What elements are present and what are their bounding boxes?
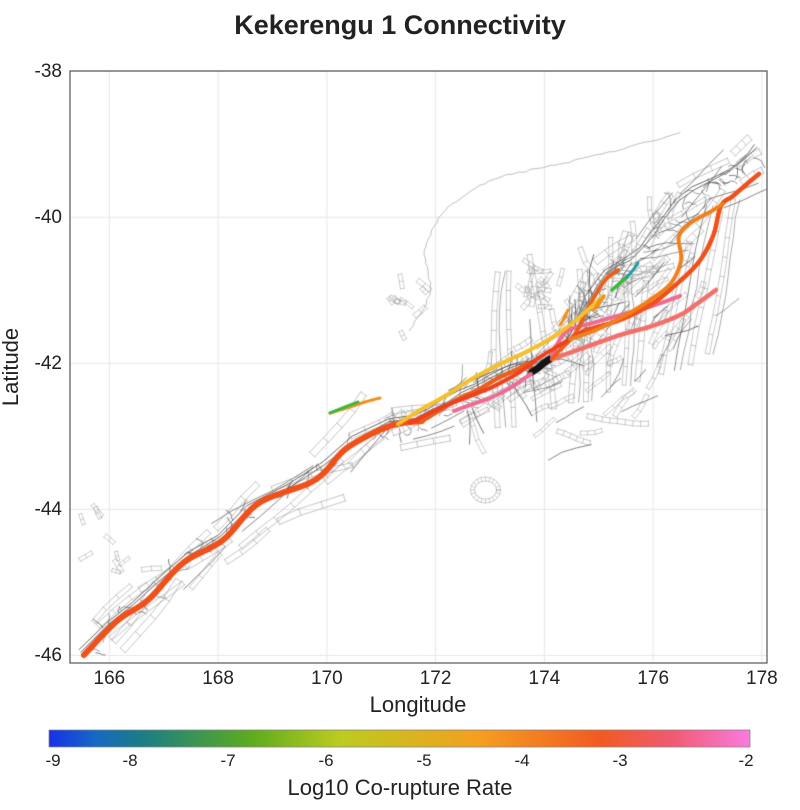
svg-text:Log10 Co-rupture Rate: Log10 Co-rupture Rate: [287, 775, 512, 800]
svg-text:-8: -8: [122, 751, 137, 770]
svg-text:-46: -46: [35, 645, 62, 666]
svg-text:-5: -5: [416, 751, 431, 770]
svg-text:Longitude: Longitude: [370, 692, 467, 717]
svg-text:168: 168: [202, 668, 234, 689]
svg-text:170: 170: [311, 668, 343, 689]
svg-text:-38: -38: [35, 61, 62, 82]
svg-text:-40: -40: [35, 207, 62, 228]
svg-text:174: 174: [529, 668, 561, 689]
svg-text:178: 178: [746, 668, 778, 689]
svg-text:172: 172: [420, 668, 452, 689]
svg-text:-6: -6: [318, 751, 333, 770]
svg-text:-3: -3: [612, 751, 627, 770]
svg-text:-2: -2: [738, 751, 753, 770]
svg-text:-9: -9: [45, 751, 60, 770]
svg-text:-44: -44: [35, 499, 63, 520]
svg-text:-7: -7: [220, 751, 235, 770]
svg-text:166: 166: [94, 668, 126, 689]
svg-text:176: 176: [637, 668, 669, 689]
svg-text:-42: -42: [35, 353, 62, 374]
svg-text:Latitude: Latitude: [0, 328, 23, 406]
svg-text:-4: -4: [514, 751, 529, 770]
